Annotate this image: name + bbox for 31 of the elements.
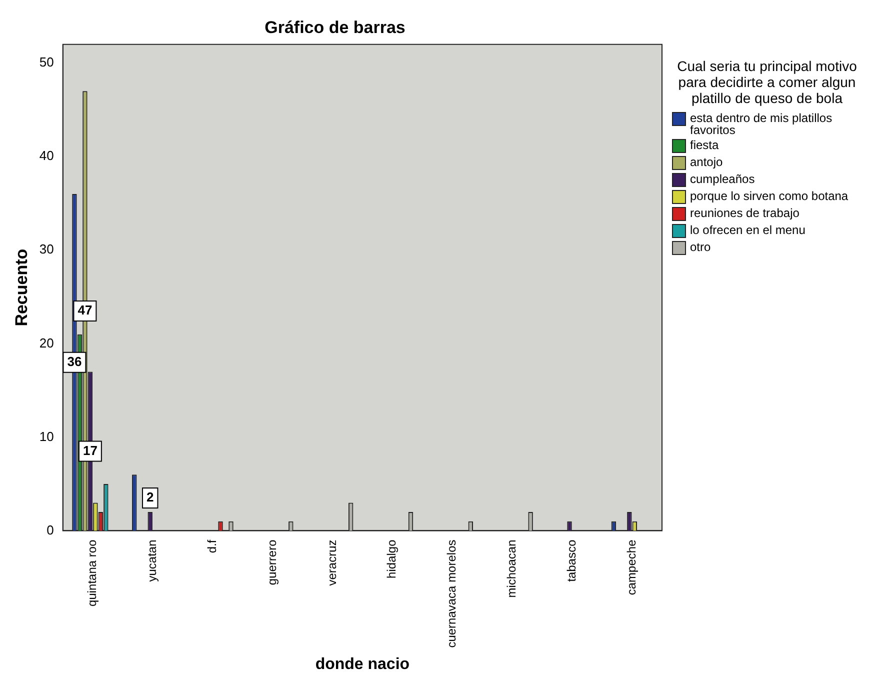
data-label: 17 xyxy=(82,442,98,458)
x-axis-title: donde nacio xyxy=(315,656,410,673)
y-tick-label: 50 xyxy=(39,54,54,70)
x-tick-label: veracruz xyxy=(324,540,339,586)
x-tick-label: cuernavaca morelos xyxy=(444,540,459,648)
data-label: 2 xyxy=(146,490,154,505)
x-tick-label: michoacan xyxy=(504,540,519,598)
x-tick-label: yucatan xyxy=(145,540,160,582)
y-tick-label: 10 xyxy=(39,428,54,444)
legend-label: lo ofrecen en el menu xyxy=(690,223,806,237)
data-label: 36 xyxy=(67,354,82,369)
data-label: 47 xyxy=(78,302,92,318)
x-tick-label: guerrero xyxy=(264,539,279,586)
legend-label: reuniones de trabajo xyxy=(690,206,800,220)
legend-label: porque lo sirven como botana xyxy=(690,189,848,203)
x-tick-label: hidalgo xyxy=(384,539,399,578)
y-tick-label: 20 xyxy=(39,335,54,350)
chart-title: Gráfico de barras xyxy=(264,18,406,37)
y-tick-label: 0 xyxy=(46,522,54,538)
legend-title: Cual seria tu principal motivo para decidirte a comer algun platillo de queso de bola xyxy=(676,58,858,106)
x-tick-label: quintana roo xyxy=(85,539,100,606)
legend-label: fiesta xyxy=(690,138,719,152)
x-tick-label: tabasco xyxy=(564,539,578,582)
legend-label: antojo xyxy=(690,155,723,169)
legend-label: cumpleaños xyxy=(690,172,755,186)
y-axis-title: Recuento xyxy=(12,248,31,326)
x-tick-label: campeche xyxy=(624,539,638,596)
y-tick-label: 40 xyxy=(39,148,54,164)
legend-label: otro xyxy=(690,240,711,254)
x-tick-label: d.f xyxy=(204,539,219,554)
y-tick-label: 30 xyxy=(39,242,54,257)
